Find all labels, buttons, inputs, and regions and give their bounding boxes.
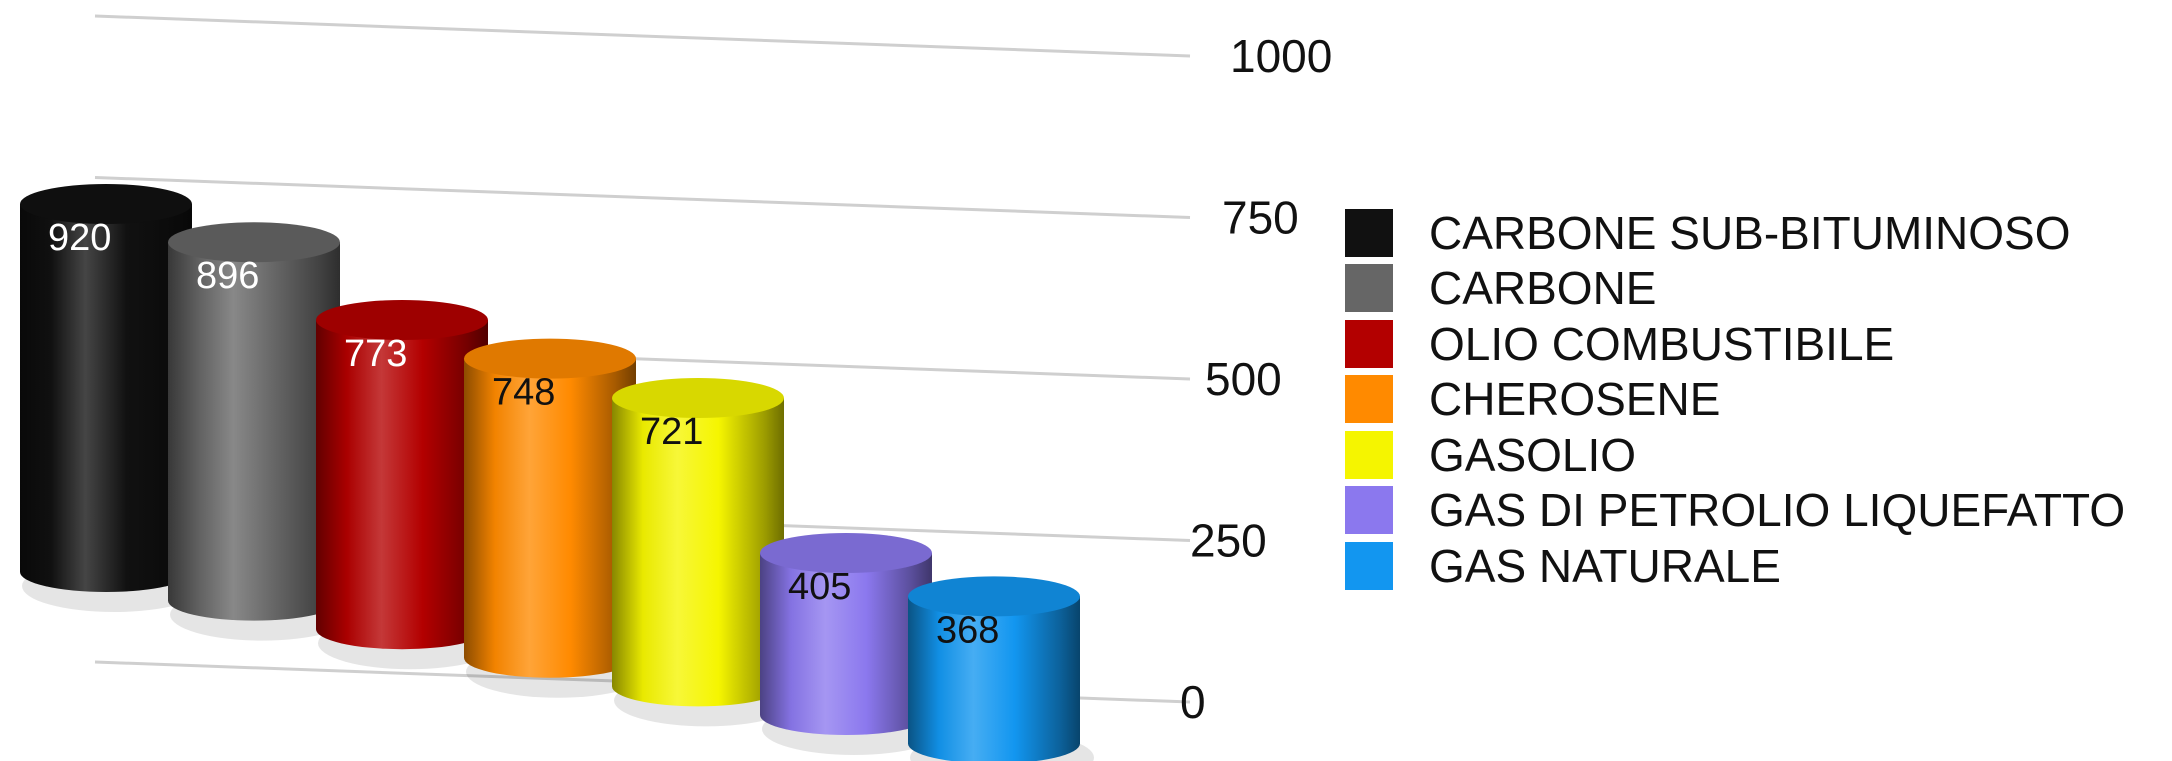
bar-top <box>760 533 932 573</box>
bar-top <box>168 222 340 263</box>
legend-label: CARBONE SUB-BITUMINOSO <box>1429 206 2071 259</box>
legend-label: GAS DI PETROLIO LIQUEFATTO <box>1429 484 2126 537</box>
bar: 920 <box>20 184 206 612</box>
y-tick-label: 500 <box>1205 353 1282 405</box>
legend-swatch <box>1345 375 1393 424</box>
legend-swatch <box>1345 264 1393 313</box>
bar-value-label: 920 <box>48 217 111 259</box>
bars: 920 896 773 748 721 405 368 <box>20 184 1094 761</box>
legend-label: CHEROSENE <box>1429 373 1721 426</box>
bar-value-label: 368 <box>936 609 999 651</box>
y-tick-label: 750 <box>1222 192 1299 244</box>
bar: 748 <box>464 338 650 698</box>
bar: 773 <box>316 300 502 670</box>
bar-top <box>316 300 488 340</box>
legend-label: OLIO COMBUSTIBILE <box>1429 317 1895 370</box>
legend-swatch <box>1345 319 1393 368</box>
bar-value-label: 405 <box>788 566 851 608</box>
legend-item: CARBONE <box>1345 261 2125 317</box>
bar-body <box>760 553 932 735</box>
bar-value-label: 721 <box>640 411 703 453</box>
bar: 721 <box>612 378 798 727</box>
legend-item: GASOLIO <box>1345 427 2125 483</box>
legend-item: CARBONE SUB-BITUMINOSO <box>1345 205 2125 261</box>
legend-swatch <box>1345 541 1393 590</box>
legend-item: GAS NATURALE <box>1345 538 2125 594</box>
legend-item: OLIO COMBUSTIBILE <box>1345 316 2125 372</box>
legend-swatch <box>1345 486 1393 535</box>
bar: 405 <box>760 533 946 755</box>
bar: 896 <box>168 222 354 641</box>
bar-value-label: 773 <box>344 333 407 375</box>
bar-top <box>908 576 1080 617</box>
legend-label: CARBONE <box>1429 262 1657 315</box>
y-tick-label: 1000 <box>1230 30 1332 82</box>
bar-value-label: 748 <box>492 372 555 414</box>
gridline-750 <box>94 176 1191 219</box>
y-tick-label: 0 <box>1180 676 1206 728</box>
bar-body <box>908 596 1080 761</box>
y-tick-label: 250 <box>1190 515 1267 567</box>
legend: CARBONE SUB-BITUMINOSO CARBONE OLIO COMBUS… <box>1345 205 2125 594</box>
legend-label: GASOLIO <box>1429 428 1637 481</box>
bar-body <box>464 358 636 678</box>
bar-top <box>464 338 636 379</box>
legend-swatch <box>1345 208 1393 257</box>
gridline-1000 <box>94 14 1191 58</box>
bar-body <box>316 320 488 650</box>
bar-value-label: 896 <box>196 255 259 297</box>
legend-item: GAS DI PETROLIO LIQUEFATTO <box>1345 483 2125 539</box>
bar-top <box>612 378 784 418</box>
bar-body <box>168 242 340 621</box>
bar-top <box>20 184 192 224</box>
legend-label: GAS NATURALE <box>1429 539 1781 592</box>
bar-body <box>20 204 192 592</box>
y-axis-ticks: 0 250 500 750 1000 <box>1180 30 1332 728</box>
bar: 368 <box>908 576 1094 761</box>
legend-item: CHEROSENE <box>1345 372 2125 428</box>
legend-swatch <box>1345 430 1393 479</box>
bar-body <box>612 398 784 707</box>
